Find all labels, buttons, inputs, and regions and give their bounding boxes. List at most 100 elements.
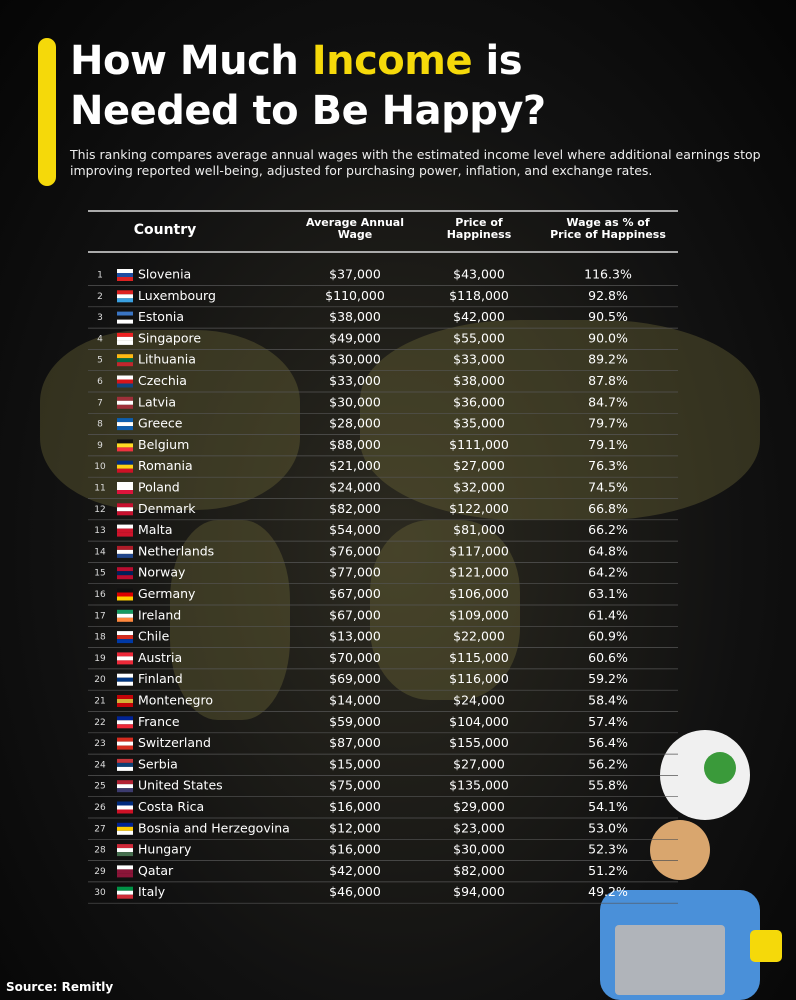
rank: 2 — [97, 292, 103, 302]
flag — [117, 379, 133, 384]
cell: $36,000 — [453, 394, 505, 409]
cell: $13,000 — [329, 629, 381, 644]
flag — [117, 298, 133, 303]
rank: 13 — [94, 526, 105, 536]
flag — [117, 426, 133, 431]
flag — [117, 592, 133, 597]
map-shape — [170, 520, 290, 720]
flag — [117, 575, 133, 580]
flag — [117, 766, 133, 771]
rank: 19 — [94, 654, 106, 664]
flag — [117, 809, 133, 814]
cell: 56.2% — [588, 756, 628, 771]
cell: $67,000 — [329, 586, 381, 601]
cell: $27,000 — [453, 756, 505, 771]
flag — [117, 758, 133, 763]
rank: 10 — [94, 462, 106, 472]
flag — [117, 422, 133, 427]
cell: $38,000 — [329, 309, 381, 324]
flag — [117, 716, 133, 721]
flag — [117, 873, 133, 878]
flag — [117, 801, 133, 806]
flag — [117, 507, 133, 512]
cell: $14,000 — [329, 693, 381, 708]
flag — [117, 762, 133, 767]
rank: 9 — [97, 441, 103, 451]
flag — [117, 549, 133, 554]
cell: 89.2% — [588, 352, 628, 367]
cell: $32,000 — [453, 480, 505, 495]
cell: 116.3% — [584, 267, 632, 282]
country: Latvia — [138, 394, 176, 409]
rank: 27 — [94, 824, 105, 834]
cell: $29,000 — [453, 799, 505, 814]
flag — [117, 737, 133, 742]
rank: 30 — [94, 888, 106, 898]
flag — [117, 486, 133, 490]
map-shape — [40, 330, 300, 510]
flag — [117, 358, 133, 363]
flag — [117, 277, 133, 281]
cell: $49,000 — [329, 330, 381, 345]
country: Estonia — [138, 309, 184, 324]
cell: $82,000 — [453, 863, 505, 878]
cell: $37,000 — [329, 267, 381, 282]
cell: $30,000 — [329, 352, 381, 367]
flag — [117, 336, 133, 341]
flag — [117, 332, 133, 337]
cell: $16,000 — [329, 842, 381, 857]
flag — [117, 460, 133, 465]
rank: 29 — [94, 867, 106, 877]
accent-bar — [38, 38, 56, 186]
cell: $30,000 — [453, 842, 505, 857]
flag — [117, 354, 133, 359]
cell: $155,000 — [449, 735, 509, 750]
cell: $106,000 — [449, 586, 509, 601]
country: Slovenia — [138, 267, 191, 282]
flag — [117, 490, 133, 494]
flag — [117, 780, 133, 785]
flag — [117, 439, 133, 444]
flag — [117, 290, 133, 295]
flag — [117, 784, 133, 789]
cell: $110,000 — [325, 288, 385, 303]
cell: 59.2% — [588, 671, 628, 686]
flag — [117, 826, 133, 831]
cell: 64.2% — [588, 565, 628, 580]
country: Hungary — [138, 842, 192, 857]
cell: 87.8% — [588, 373, 628, 388]
cell: 58.4% — [588, 693, 628, 708]
cell: 79.7% — [588, 416, 628, 431]
map-shape — [360, 320, 760, 520]
country: Lithuania — [138, 352, 196, 367]
rank: 26 — [94, 803, 106, 813]
source: Source: Remitly — [6, 980, 114, 994]
cell: $76,000 — [329, 543, 381, 558]
flag — [117, 273, 133, 277]
cell: 60.6% — [588, 650, 628, 665]
cell: 63.1% — [588, 586, 628, 601]
flag — [117, 567, 133, 572]
cell: $77,000 — [329, 565, 381, 580]
flag — [117, 532, 133, 537]
cell: $94,000 — [453, 884, 505, 899]
rank: 25 — [94, 782, 105, 792]
flag — [117, 805, 133, 810]
flag — [117, 699, 133, 703]
cell: $104,000 — [449, 714, 509, 729]
country: Luxembourg — [138, 288, 216, 303]
rank: 3 — [97, 313, 103, 323]
flag — [117, 613, 133, 618]
flag — [117, 588, 133, 593]
rank: 6 — [97, 377, 103, 387]
country: Germany — [138, 586, 196, 601]
cell: 61.4% — [588, 607, 628, 622]
cell: $75,000 — [329, 778, 381, 793]
cell: $55,000 — [453, 330, 505, 345]
cell: 56.4% — [588, 735, 628, 750]
cell: 64.8% — [588, 543, 628, 558]
flag — [117, 294, 133, 299]
cell: $121,000 — [449, 565, 509, 580]
cell: $24,000 — [329, 480, 381, 495]
